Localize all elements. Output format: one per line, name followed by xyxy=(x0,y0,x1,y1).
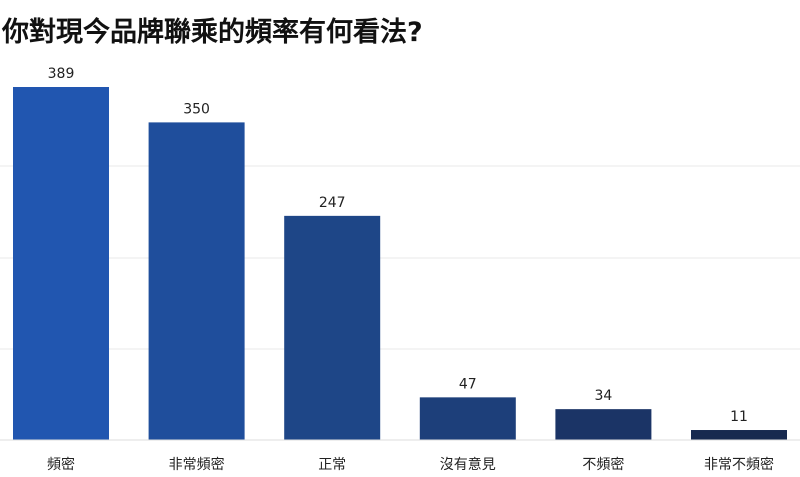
category-label: 頻密 xyxy=(47,456,75,473)
value-labels: 389 350 247 47 34 11 xyxy=(48,66,748,425)
value-label: 34 xyxy=(594,388,612,404)
value-label: 47 xyxy=(459,376,477,392)
value-label: 389 xyxy=(48,66,75,82)
bar[interactable] xyxy=(284,215,381,440)
category-label: 沒有意見 xyxy=(440,456,496,473)
bar[interactable] xyxy=(13,87,109,440)
bar[interactable] xyxy=(691,430,787,440)
bar[interactable] xyxy=(419,397,516,440)
bar[interactable] xyxy=(148,122,245,440)
gridlines xyxy=(0,165,800,350)
bar[interactable] xyxy=(555,409,652,440)
value-label: 247 xyxy=(319,195,346,211)
category-label: 非常不頻密 xyxy=(704,456,774,473)
value-label: 11 xyxy=(730,409,748,425)
chart-title: 你對現今品牌聯乘的頻率有何看法? xyxy=(2,17,423,48)
value-label: 350 xyxy=(183,101,210,117)
category-label: 正常 xyxy=(318,457,346,473)
category-labels: 頻密 非常頻密 正常 沒有意見 不頻密 非常不頻密 xyxy=(47,456,774,473)
bars xyxy=(13,87,787,440)
category-label: 非常頻密 xyxy=(169,456,225,473)
category-label: 不頻密 xyxy=(582,456,624,473)
